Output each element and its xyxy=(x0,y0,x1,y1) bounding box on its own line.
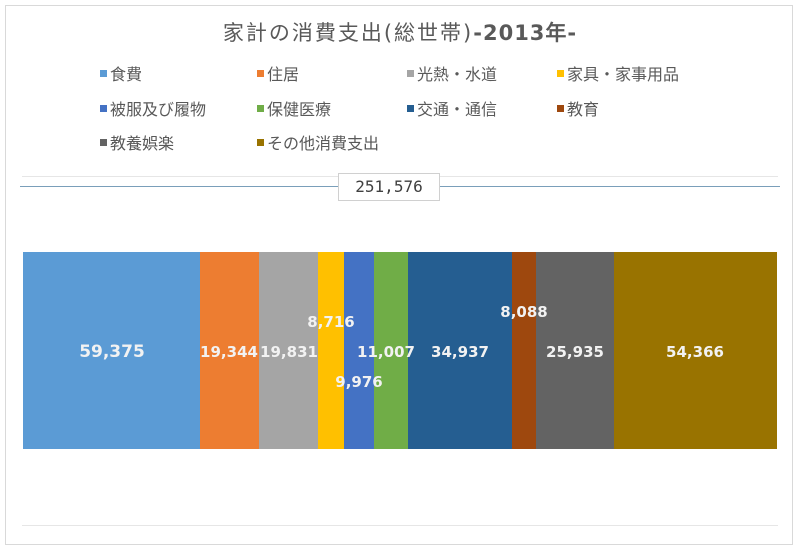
legend-label: 保健医療 xyxy=(267,100,332,119)
segment-housing[interactable] xyxy=(200,252,259,449)
segment-clothing[interactable] xyxy=(344,252,374,449)
chart-title: 家計の消費支出(総世帯)-2013年- xyxy=(0,17,800,47)
legend-swatch-icon xyxy=(100,69,107,77)
legend-item-furniture[interactable]: 家具・家事用品 xyxy=(557,62,679,84)
legend-item-food[interactable]: 食費 xyxy=(100,62,142,84)
data-label-recreation: 25,935 xyxy=(546,343,604,361)
legend-label: 交通・通信 xyxy=(417,100,498,119)
legend-swatch-icon xyxy=(100,138,107,146)
legend-label: 光熱・水道 xyxy=(417,65,498,84)
segment-utilities[interactable] xyxy=(259,252,318,449)
segment-furniture[interactable] xyxy=(318,252,344,449)
legend-swatch-icon xyxy=(407,69,414,77)
legend-label: 住居 xyxy=(267,65,300,84)
segment-medical[interactable] xyxy=(374,252,408,449)
data-label-medical: 11,007 xyxy=(357,343,415,361)
legend-item-clothing[interactable]: 被服及び履物 xyxy=(100,97,206,119)
legend-item-education[interactable]: 教育 xyxy=(557,97,599,119)
data-label-food: 59,375 xyxy=(79,342,145,362)
legend-item-transport[interactable]: 交通・通信 xyxy=(407,97,497,119)
data-label-furniture: 8,716 xyxy=(307,313,355,331)
data-label-clothing: 9,976 xyxy=(335,373,383,391)
legend-swatch-icon xyxy=(257,69,264,77)
segment-other[interactable] xyxy=(614,252,777,449)
legend-swatch-icon xyxy=(257,104,264,112)
data-label-utilities: 19,831 xyxy=(260,343,318,361)
legend-swatch-icon xyxy=(557,104,564,112)
total-label: 251,576 xyxy=(338,173,440,201)
segment-recreation[interactable] xyxy=(536,252,614,449)
axis-line-bottom xyxy=(22,525,778,526)
legend-label: 教育 xyxy=(567,100,600,119)
legend-label: 被服及び履物 xyxy=(110,100,207,119)
segment-education[interactable] xyxy=(512,252,536,449)
segment-food[interactable] xyxy=(23,252,200,449)
data-label-education: 8,088 xyxy=(500,303,548,321)
legend-swatch-icon xyxy=(257,138,264,146)
legend-label: その他消費支出 xyxy=(267,134,380,153)
legend-item-housing[interactable]: 住居 xyxy=(257,62,299,84)
chart-title-year: -2013年- xyxy=(473,21,578,45)
data-label-housing: 19,344 xyxy=(200,343,258,361)
data-label-transport: 34,937 xyxy=(431,343,489,361)
legend-swatch-icon xyxy=(100,104,107,112)
legend-swatch-icon xyxy=(407,104,414,112)
legend-label: 食費 xyxy=(110,65,143,84)
legend-item-other[interactable]: その他消費支出 xyxy=(257,131,379,153)
stacked-bar: 59,375 19,344 19,831 8,716 9,976 11,007 … xyxy=(23,252,777,449)
legend-label: 家具・家事用品 xyxy=(567,65,680,84)
segment-transport[interactable] xyxy=(408,252,512,449)
legend-label: 教養娯楽 xyxy=(110,134,175,153)
chart-title-main: 家計の消費支出(総世帯) xyxy=(222,21,474,45)
legend-item-utilities[interactable]: 光熱・水道 xyxy=(407,62,497,84)
legend-item-medical[interactable]: 保健医療 xyxy=(257,97,331,119)
data-label-other: 54,366 xyxy=(666,343,724,361)
legend-swatch-icon xyxy=(557,69,564,77)
legend-item-recreation[interactable]: 教養娯楽 xyxy=(100,131,174,153)
